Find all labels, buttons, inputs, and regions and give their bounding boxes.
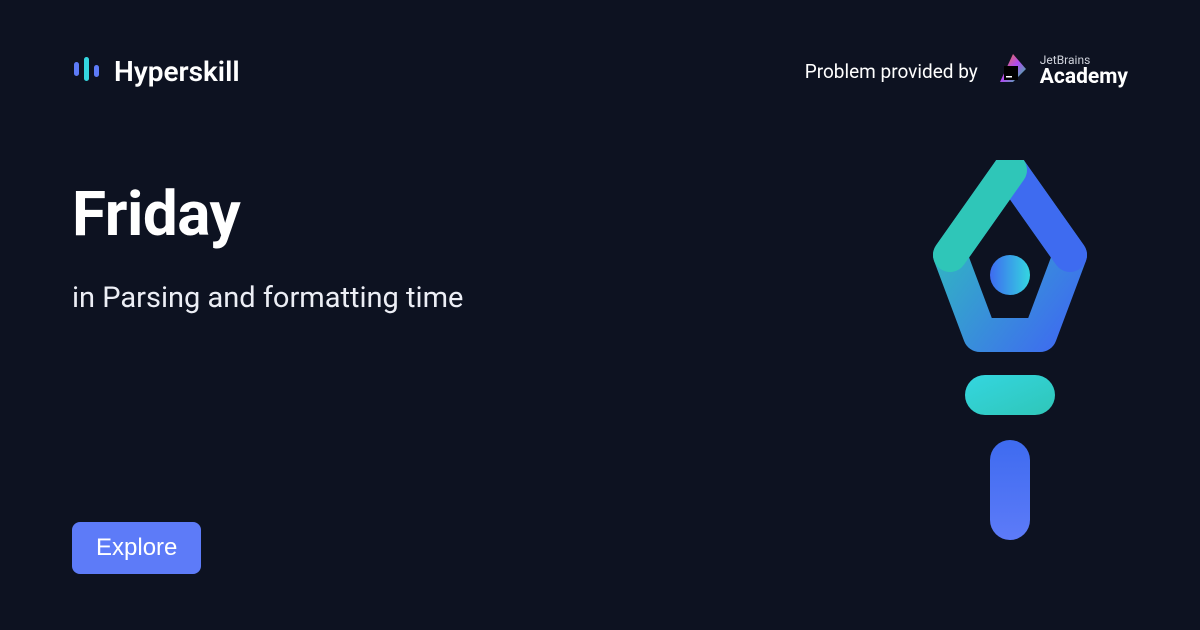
page-title: Friday bbox=[72, 178, 463, 251]
page-subtitle: in Parsing and formatting time bbox=[72, 281, 463, 315]
decorative-pen-icon bbox=[910, 160, 1110, 560]
provider-text: JetBrains Academy bbox=[1040, 54, 1128, 89]
provider-block: Problem provided by Je bbox=[805, 52, 1128, 90]
header: Hyperskill Problem provided by bbox=[0, 0, 1200, 90]
hyperskill-logo-icon bbox=[72, 54, 102, 88]
explore-button[interactable]: Explore bbox=[72, 522, 201, 574]
main-content: Friday in Parsing and formatting time bbox=[72, 178, 463, 315]
provider-label: Problem provided by bbox=[805, 60, 978, 83]
hyperskill-brand: Hyperskill bbox=[72, 54, 240, 88]
jetbrains-logo-icon bbox=[996, 52, 1030, 90]
brand-name: Hyperskill bbox=[114, 55, 240, 88]
provider-big: Academy bbox=[1040, 66, 1128, 88]
jetbrains-academy-brand: JetBrains Academy bbox=[996, 52, 1128, 90]
